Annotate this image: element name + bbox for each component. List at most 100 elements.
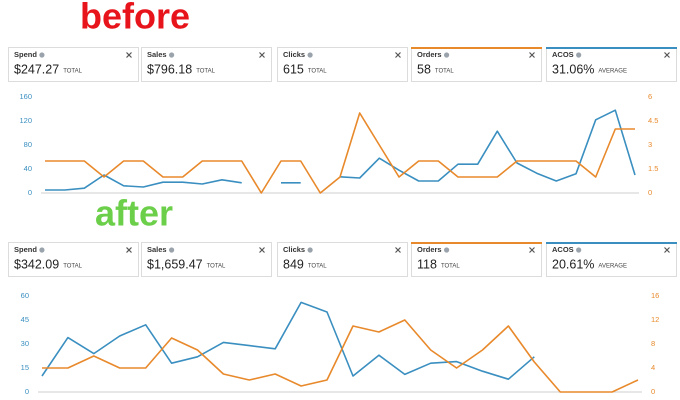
y2-tick-label: 4: [651, 363, 655, 372]
info-icon: [444, 247, 450, 253]
card-unit: TOTAL: [196, 69, 215, 75]
card-label: Spend: [14, 245, 37, 254]
y-tick-label: 45: [21, 315, 29, 324]
card-unit: TOTAL: [441, 264, 460, 270]
card-box: [141, 47, 272, 82]
card-accent: [546, 47, 677, 49]
y2-tick-label: 0: [648, 188, 652, 197]
card-label: ACOS: [552, 245, 574, 254]
y-tick-label: 15: [21, 363, 29, 372]
y2-tick-label: 12: [651, 315, 659, 324]
metric-card: ACOS 20.61% AVERAGE: [546, 242, 677, 277]
close-button[interactable]: [126, 52, 132, 58]
y2-tick-label: 1.5: [648, 164, 658, 173]
card-value: 20.61%: [552, 257, 594, 271]
card-label: Sales: [147, 245, 167, 254]
metric-card: Spend $247.27 TOTAL: [8, 47, 139, 82]
info-icon: [307, 52, 313, 58]
y-tick-label: 0: [28, 188, 32, 197]
card-value: $342.09: [14, 257, 59, 271]
card-value: $1,659.47: [147, 257, 203, 271]
card-unit: TOTAL: [207, 264, 226, 270]
close-button[interactable]: [259, 247, 265, 253]
card-box: [411, 242, 542, 277]
card-unit: AVERAGE: [598, 69, 627, 75]
data-line: [42, 319, 639, 393]
close-button[interactable]: [529, 52, 535, 58]
card-box: [277, 47, 408, 82]
card-label: Orders: [417, 245, 442, 254]
y2-tick-label: 4.5: [648, 116, 658, 125]
card-label: Sales: [147, 50, 167, 59]
card-value: 849: [283, 257, 304, 271]
metric-card: ACOS 31.06% AVERAGE: [546, 47, 677, 82]
card-unit: TOTAL: [308, 264, 327, 270]
card-box: [546, 47, 677, 82]
y-tick-label: 0: [25, 387, 29, 396]
close-button[interactable]: [395, 52, 401, 58]
card-box: [546, 242, 677, 277]
card-label: Spend: [14, 50, 37, 59]
card-box: [8, 242, 139, 277]
y2-tick-label: 6: [648, 92, 652, 101]
card-value: 58: [417, 62, 431, 76]
close-button[interactable]: [664, 52, 670, 58]
card-accent: [546, 242, 677, 244]
y-tick-label: 40: [24, 164, 32, 173]
card-value: 31.06%: [552, 62, 594, 76]
y2-tick-label: 3: [648, 140, 652, 149]
section-heading: after: [95, 193, 173, 234]
card-accent: [411, 47, 542, 49]
info-icon: [169, 52, 175, 58]
card-label: Orders: [417, 50, 442, 59]
y-tick-label: 60: [21, 291, 29, 300]
y2-tick-label: 0: [651, 387, 655, 396]
y2-tick-label: 16: [651, 291, 659, 300]
card-unit: TOTAL: [435, 69, 454, 75]
card-label: ACOS: [552, 50, 574, 59]
card-box: [277, 242, 408, 277]
data-line: [45, 109, 636, 191]
info-icon: [307, 247, 313, 253]
info-icon: [169, 247, 175, 253]
close-button[interactable]: [664, 247, 670, 253]
card-value: 615: [283, 62, 304, 76]
card-unit: AVERAGE: [598, 264, 627, 270]
card-unit: TOTAL: [308, 69, 327, 75]
card-value: $796.18: [147, 62, 192, 76]
data-line: [41, 301, 535, 380]
info-icon: [444, 52, 450, 58]
y-tick-label: 120: [19, 116, 32, 125]
close-button[interactable]: [126, 247, 132, 253]
card-accent: [411, 242, 542, 244]
card-box: [141, 242, 272, 277]
close-button[interactable]: [259, 52, 265, 58]
card-unit: TOTAL: [63, 264, 82, 270]
y-tick-label: 80: [24, 140, 32, 149]
y-tick-label: 30: [21, 339, 29, 348]
section-heading: before: [80, 0, 190, 37]
data-line: [45, 112, 635, 194]
card-value: 118: [417, 257, 437, 271]
metric-card: Orders 58 TOTAL: [411, 47, 542, 82]
close-button[interactable]: [395, 247, 401, 253]
info-icon: [39, 247, 45, 253]
card-label: Clicks: [283, 245, 305, 254]
metric-card: Sales $796.18 TOTAL: [141, 47, 272, 82]
card-unit: TOTAL: [63, 69, 82, 75]
info-icon: [576, 247, 582, 253]
card-value: $247.27: [14, 62, 59, 76]
y2-tick-label: 8: [651, 339, 655, 348]
metric-card: Clicks 849 TOTAL: [277, 242, 408, 277]
close-button[interactable]: [529, 247, 535, 253]
info-icon: [576, 52, 582, 58]
card-box: [8, 47, 139, 82]
metric-card: Orders 118 TOTAL: [411, 242, 542, 277]
metric-card: Spend $342.09 TOTAL: [8, 242, 139, 277]
info-icon: [39, 52, 45, 58]
card-label: Clicks: [283, 50, 305, 59]
y-tick-label: 160: [19, 92, 32, 101]
metric-card: Clicks 615 TOTAL: [277, 47, 408, 82]
metric-card: Sales $1,659.47 TOTAL: [141, 242, 272, 277]
